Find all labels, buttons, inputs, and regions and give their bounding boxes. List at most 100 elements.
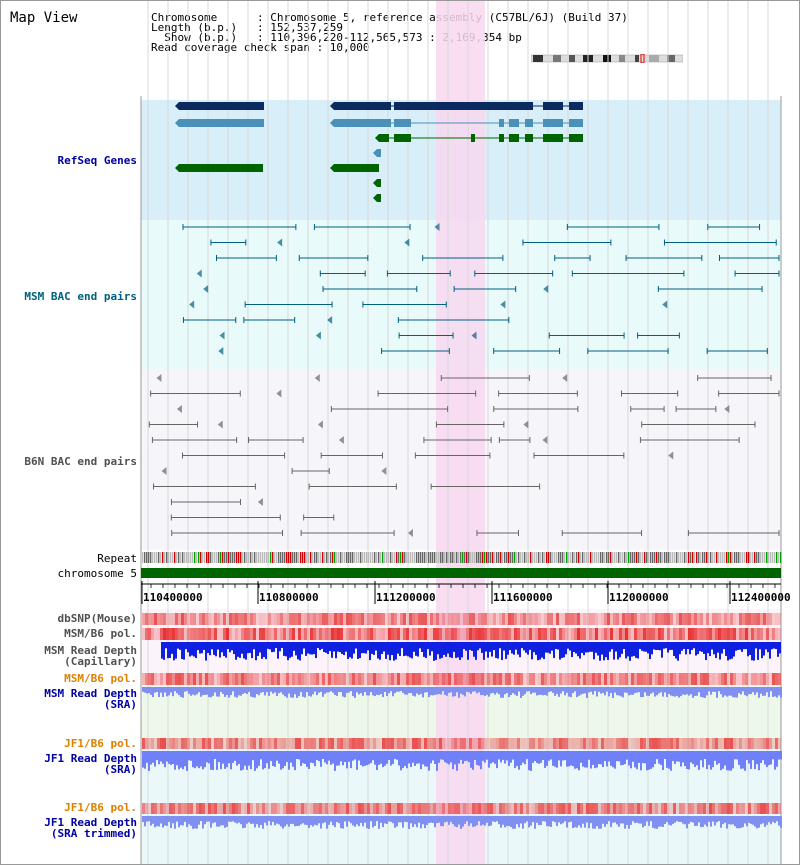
- repeat-segment: [238, 552, 240, 563]
- jf1-depth-sra-bar: [628, 751, 630, 766]
- dbsnp-strip-cell: [625, 613, 628, 625]
- msm-depth-sra-bar: [434, 687, 436, 695]
- jf1-depth-trim-bar: [432, 816, 434, 823]
- msm-depth-sra-bar: [488, 687, 490, 697]
- msm-depth-cap-bar: [751, 642, 753, 661]
- jf1-depth-trim-bar: [602, 816, 604, 824]
- msm-pol-cap-strip-cell: [193, 628, 196, 640]
- jf1-depth-trim-bar: [500, 816, 502, 828]
- msm-depth-sra-bar: [310, 687, 312, 697]
- msm-depth-cap-bar: [555, 642, 557, 649]
- msm-depth-cap-bar: [361, 642, 363, 654]
- repeat-segment: [348, 552, 350, 563]
- jf1-depth-trim-bar: [450, 816, 452, 822]
- dbsnp-strip-cell: [649, 613, 652, 625]
- jf1-pol-trim-strip-cell: [694, 803, 697, 814]
- repeat-segment: [630, 552, 632, 563]
- jf1-depth-trim-bar: [684, 816, 686, 825]
- jf1-depth-sra-bar: [588, 751, 590, 760]
- repeat-segment: [256, 552, 258, 563]
- msm-depth-sra-bar: [208, 687, 210, 698]
- msm-pol-sra-strip-cell: [637, 673, 640, 685]
- jf1-depth-trim-bar: [584, 816, 586, 828]
- msm-pol-sra-strip-cell: [595, 673, 598, 685]
- jf1-depth-sra-bar: [494, 751, 496, 764]
- msm-depth-sra-bar: [538, 687, 540, 695]
- gene-7-arrow: [175, 164, 179, 172]
- repeat-segment: [392, 552, 394, 563]
- msm-pol-cap-strip-cell: [721, 628, 724, 640]
- msm-pol-sra-label[interactable]: MSM/B6 pol.: [64, 672, 137, 685]
- jf1-depth-trim-bar: [416, 816, 418, 828]
- msm-depth-sra-bar: [432, 687, 434, 696]
- msm-pol-cap-strip-cell: [328, 628, 331, 640]
- repeat-segment: [346, 552, 348, 563]
- msm-depth-cap-bar: [691, 642, 693, 650]
- refseq-genes-label[interactable]: RefSeq Genes: [57, 154, 137, 167]
- msm-depth-cap-bar: [353, 642, 355, 654]
- repeat-segment: [656, 552, 658, 563]
- repeat-segment: [252, 552, 254, 563]
- jf1-depth-trim-bar: [296, 816, 298, 826]
- msm-depth-cap-bar: [463, 642, 465, 649]
- jf1-pol-label[interactable]: JF1/B6 pol.: [64, 737, 137, 750]
- msm-depth-cap-bar: [421, 642, 423, 652]
- dbsnp-strip-cell: [712, 613, 715, 625]
- jf1-depth-sra-bar: [230, 751, 232, 770]
- jf1-depth-sra-bar: [710, 751, 712, 770]
- jf1-depth-trim-label[interactable]: JF1 Read Depth (SRA trimmed): [44, 816, 137, 840]
- jf1-depth-trim-bar: [686, 816, 688, 829]
- jf1-depth-sra-bar: [192, 751, 194, 768]
- msm-pol-sra-strip-cell: [535, 673, 538, 685]
- msm-depth-cap-label[interactable]: MSM Read Depth (Capillary): [44, 644, 137, 668]
- msm-depth-cap-bar: [745, 642, 747, 650]
- msm-pol-sra-strip-cell: [664, 673, 667, 685]
- jf1-depth-sra-bar: [414, 751, 416, 766]
- jf1-pol-strip-cell: [592, 738, 595, 749]
- msm-depth-sra-label[interactable]: MSM Read Depth (SRA): [44, 687, 137, 711]
- gene-4-exon: [334, 119, 391, 127]
- dbsnp-strip-cell: [742, 613, 745, 625]
- msm-pol-sra-strip-cell: [625, 673, 628, 685]
- msm-bac-label[interactable]: MSM BAC end pairs: [24, 290, 137, 303]
- jf1-pol-trim-strip-cell: [535, 803, 538, 814]
- msm-depth-sra-bar: [606, 687, 608, 692]
- dbsnp-label[interactable]: dbSNP(Mouse): [57, 612, 137, 625]
- jf1-pol-strip-cell: [526, 738, 529, 749]
- jf1-pol-trim-strip-cell: [385, 803, 388, 814]
- jf1-pol-trim-strip-cell: [586, 803, 589, 814]
- msm-depth-sra-bar: [730, 687, 732, 696]
- msm-depth-sra-bar: [248, 687, 250, 692]
- msm-depth-cap-bar: [397, 642, 399, 654]
- jf1-pol-strip-cell: [238, 738, 241, 749]
- b6n-bac-label[interactable]: B6N BAC end pairs: [24, 455, 137, 468]
- msm-pol-cap-label[interactable]: MSM/B6 pol.: [64, 627, 137, 640]
- jf1-depth-sra-bar: [514, 751, 516, 769]
- repeat-segment: [612, 552, 614, 563]
- jf1-pol-strip-cell: [427, 738, 430, 749]
- msm-depth-cap-bar: [559, 642, 561, 660]
- msm-pol-cap-strip-cell: [460, 628, 463, 640]
- jf1-depth-trim-bar: [372, 816, 374, 828]
- msm-pol-sra-strip-cell: [412, 673, 415, 685]
- msm-pol-sra-strip-cell: [154, 673, 157, 685]
- dbsnp-strip-cell: [709, 613, 712, 625]
- msm-pol-cap-strip-cell: [565, 628, 568, 640]
- msm-depth-sra-bar: [414, 687, 416, 697]
- jf1-pol-trim-strip-cell: [454, 803, 457, 814]
- jf1-pol-trim-strip-cell: [775, 803, 778, 814]
- jf1-depth-trim-bar: [170, 816, 172, 829]
- jf1-depth-trim-bar: [708, 816, 710, 822]
- msm-depth-cap-bar: [215, 642, 217, 657]
- repeat-segment: [484, 552, 486, 563]
- jf1-pol-trim-label[interactable]: JF1/B6 pol.: [64, 801, 137, 814]
- jf1-depth-sra-label[interactable]: JF1 Read Depth (SRA): [44, 752, 137, 776]
- jf1-depth-trim-bar: [444, 816, 446, 823]
- msm-pol-cap-strip-cell: [763, 628, 766, 640]
- repeat-segment: [210, 552, 212, 563]
- msm-pol-cap-strip-cell: [247, 628, 250, 640]
- repeat-segment: [198, 552, 200, 563]
- msm-depth-sra-bar: [506, 687, 508, 694]
- jf1-depth-sra-bar: [322, 751, 324, 760]
